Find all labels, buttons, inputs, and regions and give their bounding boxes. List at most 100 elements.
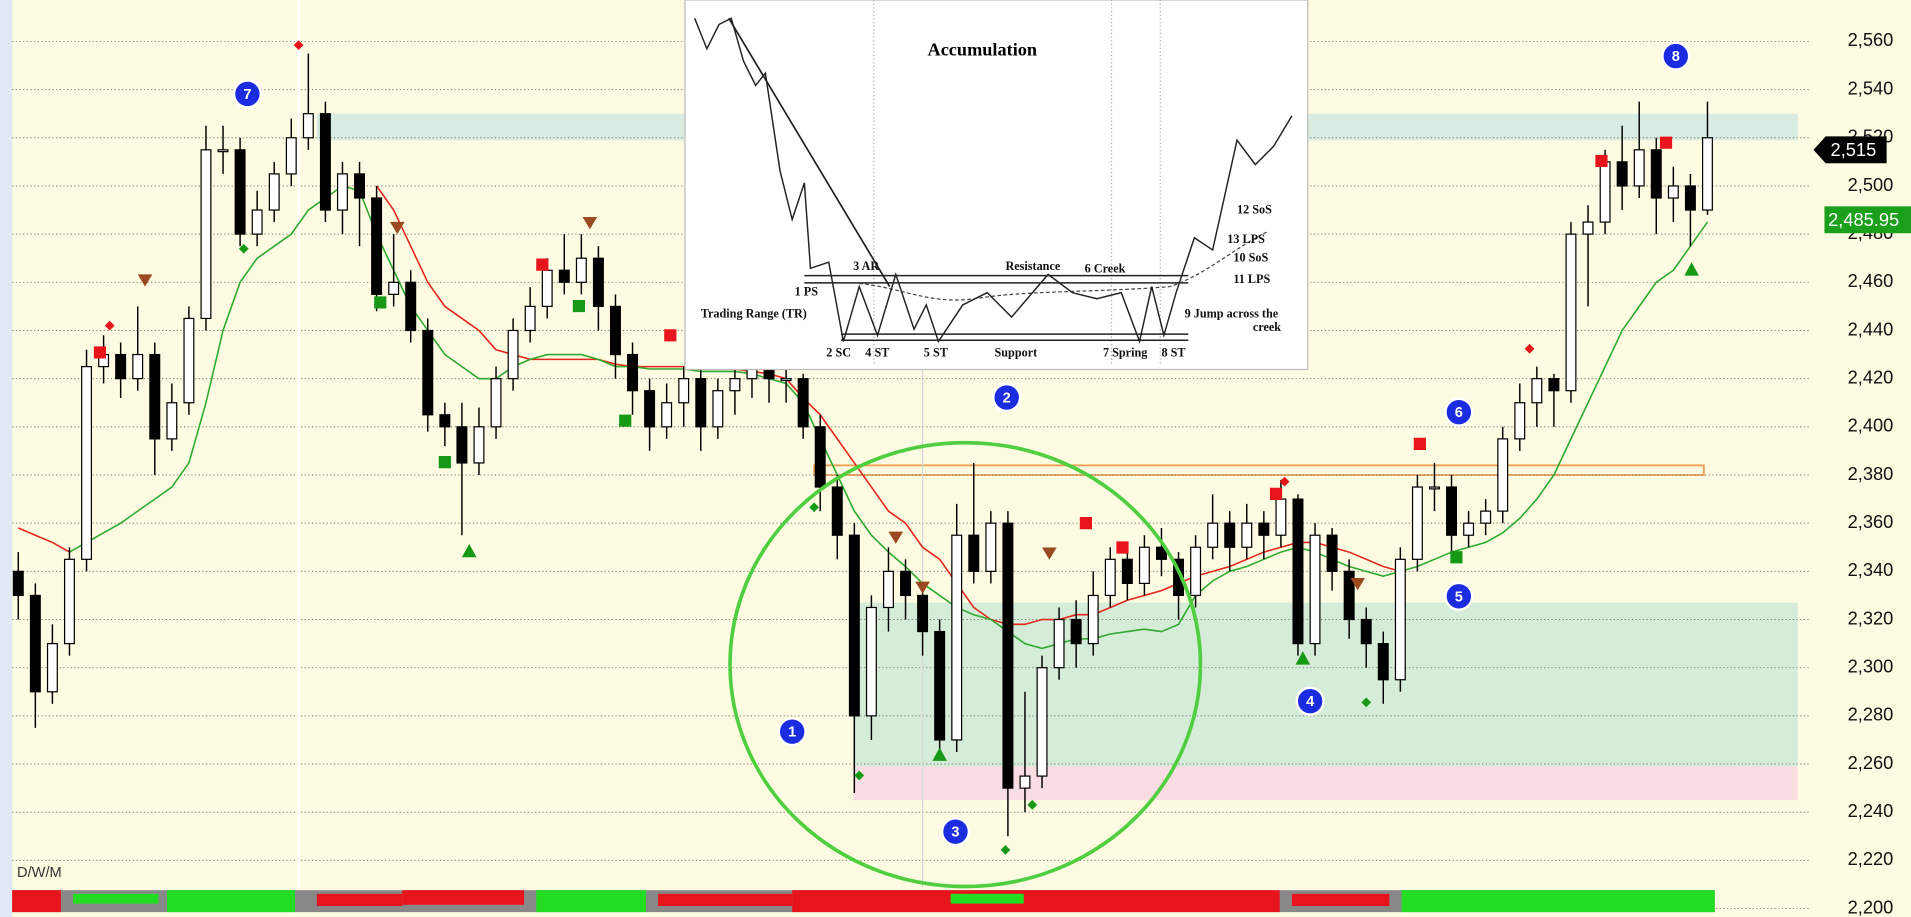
y-tick-label: 2,220 (1848, 848, 1894, 869)
inset-price-path (694, 17, 1293, 344)
candle-body (234, 149, 246, 235)
inset-label: Trading Range (TR) (701, 306, 807, 320)
candle-body (1360, 618, 1372, 645)
inset-label: 3 AR (853, 259, 879, 273)
inset-range-lines (804, 274, 1189, 341)
inset-label: 13 LPS (1227, 232, 1265, 246)
inset-dashed-curve (853, 231, 1268, 301)
candle-body (285, 137, 297, 175)
candle-body (729, 378, 741, 392)
candle-body (1036, 667, 1048, 777)
candle-body (490, 378, 502, 428)
wave-badge (1444, 581, 1474, 611)
inset-label: 9 Jump across the (1185, 306, 1279, 320)
candle-body (371, 197, 383, 295)
candle-body (115, 353, 127, 380)
candle-body (1002, 522, 1014, 789)
candle-body (1155, 546, 1167, 560)
candle-body (951, 534, 963, 741)
candle-body (1599, 161, 1611, 223)
candle-body (132, 353, 144, 380)
y-tick-label: 2,240 (1848, 800, 1894, 821)
candle-body (712, 390, 724, 428)
price-label: 2,515 (1831, 139, 1877, 160)
candle-body (388, 281, 400, 295)
inset-label: Resistance (1005, 259, 1060, 273)
candle-body (1531, 378, 1543, 404)
wave-badge (1661, 41, 1691, 71)
wave-number: 8 (1672, 49, 1680, 65)
y-tick-label: 2,380 (1848, 463, 1894, 484)
strip-segment (1291, 893, 1390, 907)
wave-number: 2 (1003, 391, 1011, 407)
inset-label: 7 Spring (1103, 345, 1147, 359)
y-tick-label: 2,320 (1848, 607, 1894, 628)
y-tick-label: 2,260 (1848, 752, 1894, 773)
candle-body (1138, 546, 1150, 585)
inset-label: 8 ST (1161, 345, 1185, 359)
candle-body (558, 269, 570, 283)
y-tick-label: 2,500 (1848, 174, 1894, 195)
candle-body (166, 402, 178, 440)
inset-label: creek (1253, 320, 1281, 334)
candle-body (1480, 510, 1492, 524)
inset: Accumulation 3 AR Resistance 6 Creek 1 PS Tr… (684, 0, 1309, 371)
accumulation-circle (728, 440, 1203, 889)
candle-body (541, 269, 553, 307)
candle-body (1446, 486, 1458, 536)
candle-body (592, 257, 604, 307)
price-label-box (1824, 206, 1911, 234)
inset-label: 6 Creek (1085, 261, 1126, 275)
candle-body (575, 257, 587, 283)
strip-segment (12, 890, 61, 913)
candle-body (63, 558, 75, 645)
candle-body (1121, 558, 1133, 585)
candle-body (1411, 486, 1423, 560)
wave-badge (1444, 397, 1474, 427)
wave-number: 5 (1455, 589, 1463, 605)
strip-segment (1401, 890, 1715, 913)
strip-segment (402, 890, 525, 905)
candle-body (831, 486, 843, 536)
candle-body (1650, 149, 1662, 199)
candle-body (1190, 546, 1202, 597)
candle-body (1684, 185, 1696, 211)
left-strip (0, 0, 13, 917)
candle-body (609, 305, 621, 356)
strip-segment (316, 893, 403, 907)
strip-segment (536, 890, 646, 913)
inset-frame (684, 0, 1309, 371)
candle-body (1514, 402, 1526, 440)
candle-body (405, 281, 417, 332)
wave-badge (232, 79, 263, 109)
y-tick-label: 2,340 (1848, 559, 1894, 580)
candle-body (183, 317, 195, 404)
candle-body (473, 426, 485, 464)
wave-number: 7 (243, 87, 251, 103)
candle-body (439, 414, 451, 428)
inset-trendline (728, 17, 891, 288)
candle-body (422, 329, 434, 416)
price-label: 2,485.95 (1828, 209, 1899, 230)
candle-body (1343, 570, 1355, 621)
wave-labels: 1 2 3 4 5 6 7 8 (232, 41, 1691, 847)
inset-label: 4 ST (865, 345, 889, 359)
candle-body (1616, 161, 1628, 187)
y-tick-label: 2,280 (1848, 704, 1894, 725)
candle-body (1053, 618, 1065, 669)
candle-body (1394, 558, 1406, 681)
y-tick-label: 2,360 (1848, 511, 1894, 532)
candle-body (1309, 534, 1321, 645)
y-tick-label: 2,300 (1848, 656, 1894, 677)
candle-body (251, 209, 263, 235)
candle-body (149, 353, 161, 440)
candle-body (1633, 149, 1645, 187)
y-tick-label: 2,440 (1848, 318, 1894, 339)
candle-body (917, 594, 929, 633)
inset-labels: 3 AR Resistance 6 Creek 1 PS Trading Range (… (701, 203, 1282, 360)
candle-body (1326, 534, 1338, 572)
zone (853, 602, 1798, 767)
candle-body (985, 522, 997, 572)
candle-body (1701, 137, 1713, 211)
